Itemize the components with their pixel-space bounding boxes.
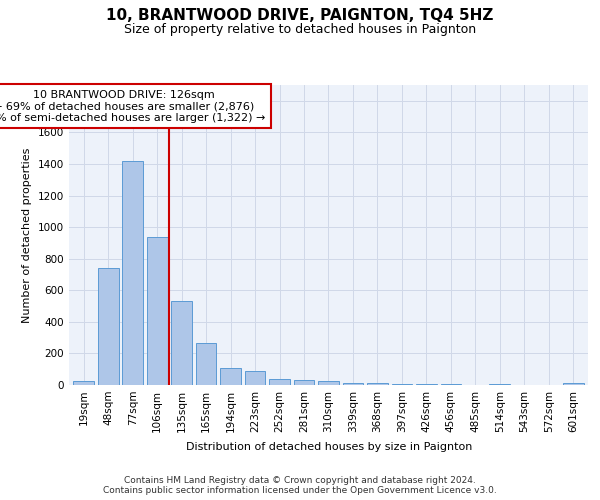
Bar	[563, 384, 584, 385]
Bar	[269, 378, 290, 385]
Bar	[171, 302, 192, 385]
Bar	[416, 384, 437, 385]
Bar	[98, 268, 119, 385]
Bar	[122, 161, 143, 385]
Bar	[245, 371, 265, 385]
Bar	[293, 380, 314, 385]
Y-axis label: Number of detached properties: Number of detached properties	[22, 148, 32, 322]
Bar	[367, 384, 388, 385]
Text: Size of property relative to detached houses in Paignton: Size of property relative to detached ho…	[124, 24, 476, 36]
Text: 10 BRANTWOOD DRIVE: 126sqm
← 69% of detached houses are smaller (2,876)
31% of s: 10 BRANTWOOD DRIVE: 126sqm ← 69% of deta…	[0, 90, 266, 123]
Text: 10, BRANTWOOD DRIVE, PAIGNTON, TQ4 5HZ: 10, BRANTWOOD DRIVE, PAIGNTON, TQ4 5HZ	[106, 8, 494, 22]
Bar	[440, 384, 461, 385]
Bar	[490, 384, 510, 385]
Bar	[392, 384, 412, 385]
Bar	[196, 343, 217, 385]
Bar	[147, 236, 167, 385]
Bar	[343, 384, 364, 385]
Text: Distribution of detached houses by size in Paignton: Distribution of detached houses by size …	[185, 442, 472, 452]
Bar	[73, 381, 94, 385]
Bar	[220, 368, 241, 385]
Text: Contains HM Land Registry data © Crown copyright and database right 2024.
Contai: Contains HM Land Registry data © Crown c…	[103, 476, 497, 495]
Bar	[318, 381, 339, 385]
